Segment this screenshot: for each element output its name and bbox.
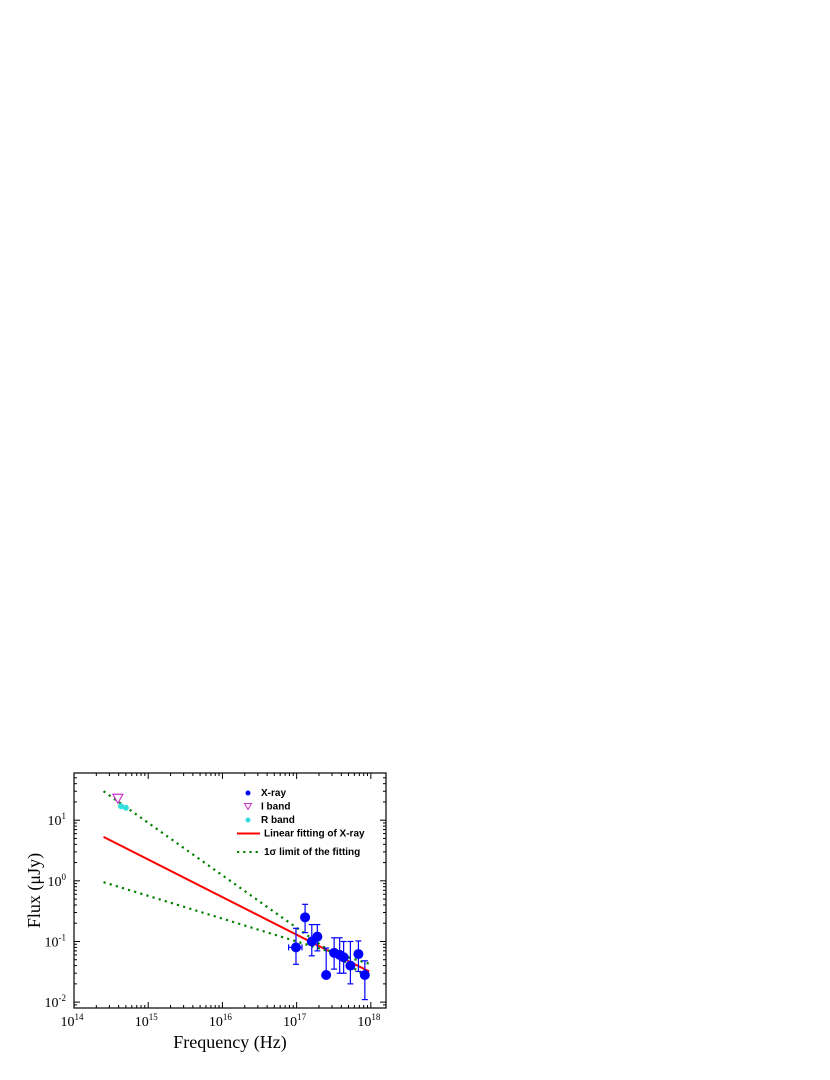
axis-ticks: 1014 1015 1016 1017 1018 10-2 10-1 100 101 [45,773,386,1030]
legend-marker [245,817,251,823]
xray-point [353,949,364,960]
legend-label: R band [261,815,295,826]
legend-label: X-ray [261,788,286,799]
xray-point [300,912,311,923]
xray-point [359,970,370,981]
r-band-point [122,804,129,811]
legend-marker [243,803,253,811]
x-tick-label: 1014 [61,1012,85,1030]
y-tick-label: 10-2 [45,993,67,1011]
y-tick-label: 100 [48,872,67,890]
x-tick-label: 1016 [209,1012,233,1030]
x-tick-label: 1018 [357,1012,381,1030]
legend-label: I band [261,802,290,813]
legend-label: 1σ limit of the fitting [264,847,360,858]
x-tick-label: 1017 [283,1012,307,1030]
data-points [111,793,370,1001]
r-band-point [118,803,125,810]
legend-label: Linear fitting of X-ray [264,829,365,840]
xray-point [345,960,356,971]
sigma-limit-line [103,881,370,965]
sigma-limit-line [102,790,370,980]
y-tick-label: 101 [48,811,67,829]
xray-point [338,952,349,963]
y-axis-title: Flux (μJy) [24,853,45,928]
xray-point [321,970,332,981]
x-tick-label: 1015 [135,1012,159,1030]
fit-lines [102,790,370,980]
xray-point [312,931,323,942]
legend-marker [245,790,251,796]
legend: X-ray I band R band Linear fitting of X-ray… [237,788,365,858]
xray-point [290,942,301,953]
x-axis-title: Frequency (Hz) [173,1032,286,1053]
y-tick-label: 10-1 [45,932,67,950]
i-band-point [111,793,124,805]
